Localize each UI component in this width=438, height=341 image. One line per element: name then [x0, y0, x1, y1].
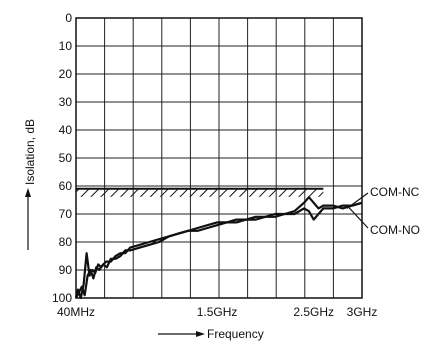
plot-border	[75, 17, 363, 299]
x-tick-label: 1.5GHz	[197, 305, 238, 319]
y-tick-label: 70	[59, 207, 73, 221]
grid	[76, 18, 362, 298]
x-axis-arrowhead	[196, 331, 205, 337]
x-tick-labels: 40MHz 1.5GHz 2.5GHz 3GHz	[57, 305, 377, 319]
y-axis-arrowhead	[25, 188, 31, 197]
y-tick-label: 90	[59, 263, 73, 277]
y-tick-label: 80	[59, 235, 73, 249]
y-tick-label: 50	[59, 151, 73, 165]
x-axis-label-group: Frequency	[158, 327, 264, 341]
y-tick-label: 100	[52, 291, 72, 305]
x-tick-label: 40MHz	[57, 305, 95, 319]
y-tick-label: 10	[59, 39, 73, 53]
callout-line-com-no	[347, 206, 369, 229]
y-tick-label: 30	[59, 95, 73, 109]
x-tick-label: 2.5GHz	[293, 305, 334, 319]
series-label-com-no: COM-NO	[370, 223, 420, 237]
y-tick-labels: 0 10 20 30 40 50 60 70 80 90 100	[52, 11, 72, 305]
spec-limit-hatch	[76, 188, 324, 197]
plot-frame	[75, 17, 363, 299]
series-line-com-no	[75, 201, 363, 299]
x-axis-label: Frequency	[207, 327, 264, 341]
callout-line-com-nc	[346, 192, 369, 209]
y-axis-label: Isolation, dB	[23, 119, 37, 185]
x-tick-label: 3GHz	[347, 305, 378, 319]
y-tick-label: 20	[59, 67, 73, 81]
series-label-com-nc: COM-NC	[370, 185, 420, 199]
series-group	[74, 196, 363, 300]
spec-limit	[76, 187, 324, 197]
y-tick-label: 60	[59, 179, 73, 193]
y-axis-label-group: Isolation, dB	[23, 119, 37, 250]
y-tick-label: 40	[59, 123, 73, 137]
y-tick-label: 0	[65, 11, 72, 25]
series-callouts: COM-NC COM-NO	[346, 185, 420, 237]
